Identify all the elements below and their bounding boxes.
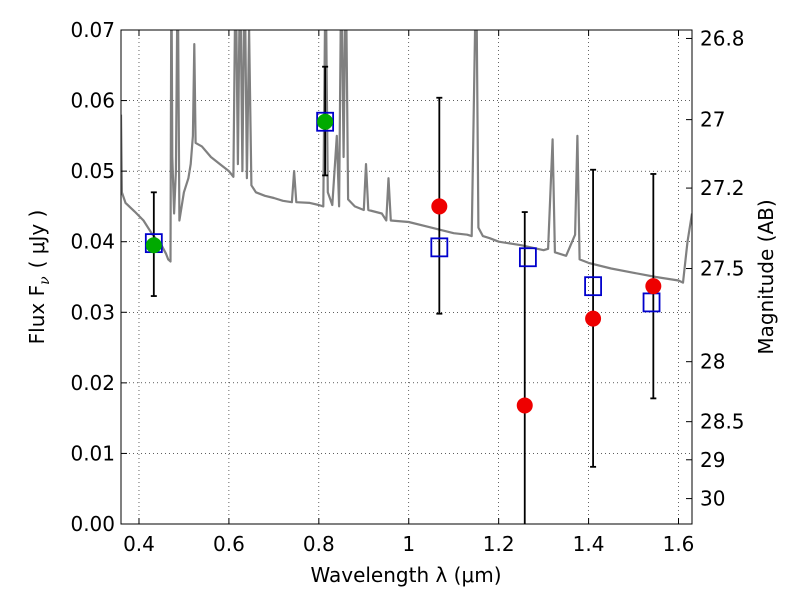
y2-tick-label: 27.2: [700, 176, 745, 200]
error-bars: [150, 65, 657, 524]
model-square-marker: [430, 237, 449, 258]
y-tick-label: 0.02: [70, 371, 115, 395]
model-square-marker: [518, 247, 537, 268]
model-square-marker: [642, 292, 661, 313]
y-tick-label: 0.03: [70, 300, 115, 324]
x-tick-label: 1.6: [663, 532, 695, 556]
y-tick-label: 0.04: [70, 230, 115, 254]
flux-point: [585, 310, 602, 327]
y2-tick-label: 27.5: [700, 257, 745, 281]
y-axis-title: Flux Fν ( μJy ): [25, 210, 53, 345]
y-tick-label: 0.01: [70, 441, 115, 465]
x-tick-label: 0.6: [213, 532, 245, 556]
y-axis-title-subscript: ν: [37, 276, 53, 285]
y-tick-label: 0.00: [70, 512, 115, 536]
y2-tick-label: 28: [700, 350, 725, 374]
observed-photometry: [145, 113, 662, 414]
y2-tick-label: 26.8: [700, 26, 745, 50]
y2-tick-label: 29: [700, 448, 725, 472]
model-photometry: [144, 111, 661, 313]
grid-lines: [121, 30, 692, 524]
x-tick-label: 1: [402, 532, 415, 556]
y-tick-label: 0.06: [70, 89, 115, 113]
flux-point: [431, 198, 448, 215]
plot-frame: [120, 29, 693, 525]
model-spectrum: [121, 30, 692, 284]
plot-content: [121, 30, 692, 524]
spectrum-line: [121, 30, 692, 284]
y2-tick-label: 28.5: [700, 410, 745, 434]
flux-point: [317, 113, 334, 130]
y-axis-title-main: Flux F: [25, 285, 49, 344]
y-tick-label: 0.07: [70, 18, 115, 42]
y2-tick-label: 30: [700, 487, 725, 511]
x-tick-label: 1.2: [483, 532, 515, 556]
axis-ticks: 0.4 0.6 0.8 1 1.2 1.4 1.6 0.00 0.01 0.02 0.03 0.04 0…: [70, 18, 744, 556]
x-tick-label: 0.8: [303, 532, 335, 556]
x-axis-title: Wavelength λ (μm): [310, 563, 501, 587]
y2-axis-title: Magnitude (AB): [754, 199, 778, 354]
flux-point: [645, 278, 662, 295]
flux-point: [516, 397, 533, 414]
flux-point: [145, 237, 162, 254]
x-tick-label: 0.4: [123, 532, 155, 556]
x-tick-label: 1.4: [573, 532, 605, 556]
model-square-marker: [584, 276, 602, 297]
y-axis-title-unit: ( μJy ): [25, 210, 49, 269]
y2-tick-label: 27: [700, 108, 725, 132]
y-tick-label: 0.05: [70, 159, 115, 183]
